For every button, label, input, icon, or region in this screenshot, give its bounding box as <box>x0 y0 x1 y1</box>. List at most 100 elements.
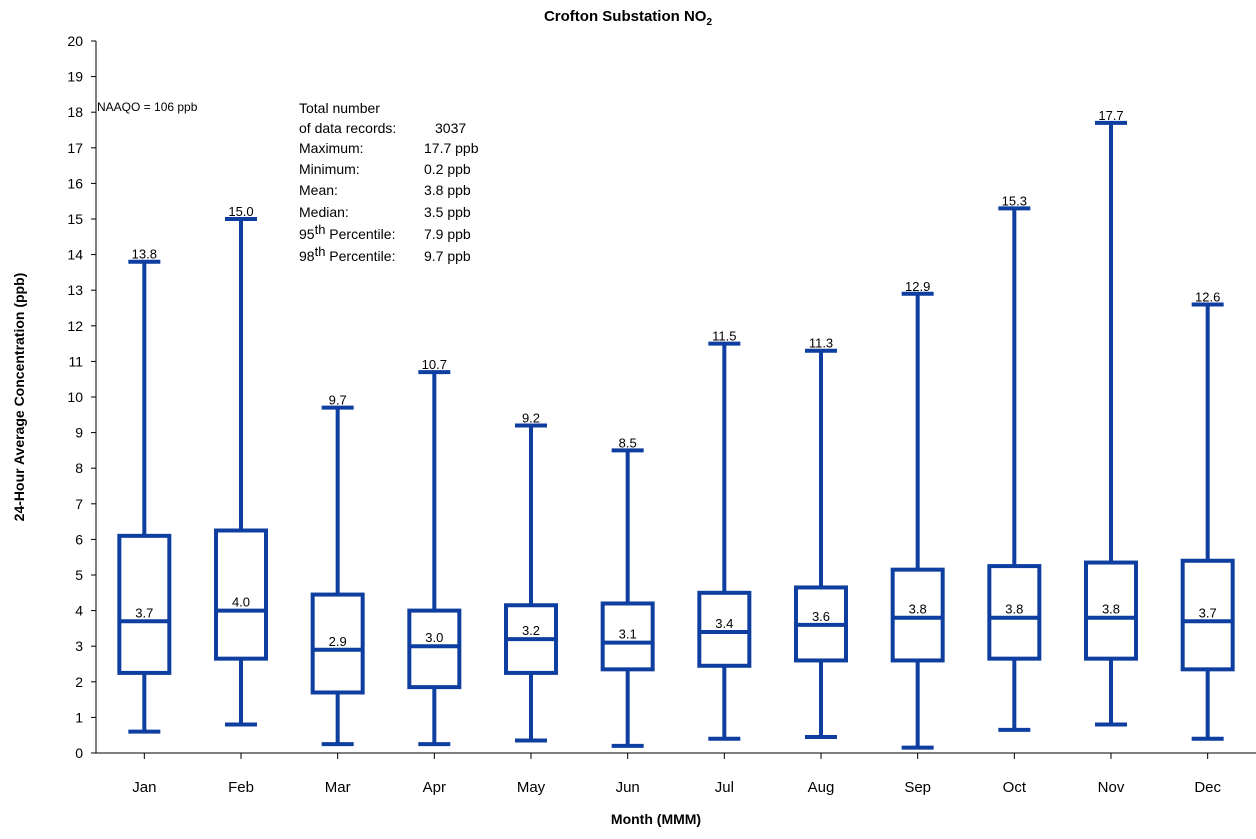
x-tick-label: Apr <box>423 779 446 796</box>
y-tick-label: 7 <box>75 496 83 512</box>
median-label: 3.7 <box>135 605 153 620</box>
iqr-box <box>890 567 945 663</box>
box-group-sep: 3.8 12.9 <box>890 279 945 750</box>
box-group-aug: 3.6 11.3 <box>794 336 848 739</box>
chart-title: Crofton Substation NO2 <box>544 8 712 28</box>
max-label: 12.9 <box>905 279 930 294</box>
max-label: 11.3 <box>809 336 833 351</box>
median-label: 2.9 <box>329 634 347 649</box>
x-tick-label: Dec <box>1194 779 1221 796</box>
box-group-dec: 3.7 12.6 <box>1180 289 1235 741</box>
stat-label: Median: <box>299 204 349 220</box>
y-tick-label: 0 <box>75 745 83 761</box>
max-label: 15.3 <box>1002 193 1027 208</box>
max-label: 8.5 <box>619 435 637 450</box>
x-axis-title: Month (MMM) <box>611 811 701 827</box>
max-label: 13.8 <box>132 247 157 262</box>
stat-value: 9.7 ppb <box>424 248 471 264</box>
median-label: 3.4 <box>715 616 733 631</box>
box-group-mar: 2.9 9.7 <box>310 393 365 747</box>
y-tick-label: 16 <box>67 175 83 191</box>
y-tick-label: 10 <box>67 389 83 405</box>
x-tick-label: May <box>517 779 546 796</box>
y-tick-label: 11 <box>68 353 83 369</box>
iqr-box <box>214 528 268 661</box>
stat-value: 3037 <box>435 120 466 136</box>
y-tick-label: 17 <box>67 140 83 156</box>
iqr-box <box>1180 558 1235 672</box>
median-label: 4.0 <box>232 595 250 610</box>
stat-value: 0.2 ppb <box>424 161 471 177</box>
box-group-jul: 3.4 11.5 <box>697 329 752 741</box>
x-tick-label: Nov <box>1098 779 1125 796</box>
iqr-box <box>310 592 365 695</box>
max-label: 15.0 <box>228 204 253 219</box>
y-tick-label: 12 <box>67 318 83 334</box>
median-label: 3.1 <box>619 627 637 642</box>
stat-label: Total number <box>299 100 380 116</box>
y-tick-label: 2 <box>75 674 83 690</box>
box-group-jan: 3.7 13.8 <box>117 247 172 734</box>
y-tick-label: 14 <box>67 247 83 263</box>
max-label: 17.7 <box>1098 108 1123 123</box>
chart-labels: Crofton Substation NO2 Month (MMM) 24-Hour… <box>11 8 712 827</box>
box-group-may: 3.2 9.2 <box>504 410 558 743</box>
y-tick-label: 20 <box>67 33 83 49</box>
y-tick-label: 3 <box>75 638 83 654</box>
stat-label: 95th Percentile: <box>299 222 395 242</box>
y-tick-label: 6 <box>75 531 83 547</box>
max-label: 11.5 <box>712 329 736 344</box>
y-tick-label: 4 <box>75 603 83 619</box>
x-tick-label: Mar <box>325 779 351 796</box>
max-label: 10.7 <box>422 357 447 372</box>
iqr-box <box>117 533 172 675</box>
median-label: 3.8 <box>1005 602 1023 617</box>
box-group-nov: 3.8 17.7 <box>1084 108 1138 727</box>
median-label: 3.7 <box>1199 605 1217 620</box>
iqr-box <box>987 564 1042 661</box>
box-group-feb: 4.0 15.0 <box>214 204 268 727</box>
x-tick-label: Jan <box>132 779 156 796</box>
iqr-box <box>407 608 462 690</box>
max-label: 12.6 <box>1195 289 1220 304</box>
stat-value: 7.9 ppb <box>424 226 471 242</box>
median-label: 3.8 <box>1102 602 1120 617</box>
stat-label: Mean: <box>299 182 338 198</box>
x-tick-label: Aug <box>808 779 835 796</box>
x-tick-label: Feb <box>228 779 254 796</box>
x-tick-label: Sep <box>904 779 931 796</box>
y-axis-title: 24-Hour Average Concentration (ppb) <box>11 273 27 522</box>
median-label: 3.8 <box>909 602 927 617</box>
median-label: 3.2 <box>522 623 540 638</box>
stat-label: Maximum: <box>299 140 364 156</box>
iqr-box <box>1084 560 1138 661</box>
box-group-oct: 3.8 15.3 <box>987 193 1042 732</box>
chart-marks: 3.713.84.015.02.99.73.010.73.29.23.18.53… <box>117 108 1235 750</box>
x-tick-label: Jun <box>616 779 640 796</box>
box-group-apr: 3.0 10.7 <box>407 357 462 747</box>
stat-value: 3.8 ppb <box>424 182 471 198</box>
naaqo-annotation: NAAQO = 106 ppb <box>97 100 198 114</box>
x-tick-label: Oct <box>1003 779 1027 796</box>
stat-label: 98th Percentile: <box>299 244 395 264</box>
stat-value: 3.5 ppb <box>424 204 471 220</box>
max-label: 9.2 <box>522 410 540 425</box>
iqr-box <box>600 601 655 672</box>
y-tick-label: 5 <box>75 567 83 583</box>
iqr-box <box>697 590 752 668</box>
stat-value: 17.7 ppb <box>424 140 479 156</box>
median-label: 3.0 <box>425 630 443 645</box>
x-tick-label: Jul <box>715 779 734 796</box>
max-label: 9.7 <box>329 393 347 408</box>
stat-label: of data records: <box>299 120 396 136</box>
y-tick-label: 15 <box>67 211 83 227</box>
stat-label: Minimum: <box>299 161 360 177</box>
y-tick-label: 13 <box>67 282 83 298</box>
y-tick-label: 1 <box>75 709 83 725</box>
y-tick-label: 18 <box>67 104 83 120</box>
box-group-jun: 3.1 8.5 <box>600 435 655 748</box>
y-tick-label: 8 <box>75 460 83 476</box>
